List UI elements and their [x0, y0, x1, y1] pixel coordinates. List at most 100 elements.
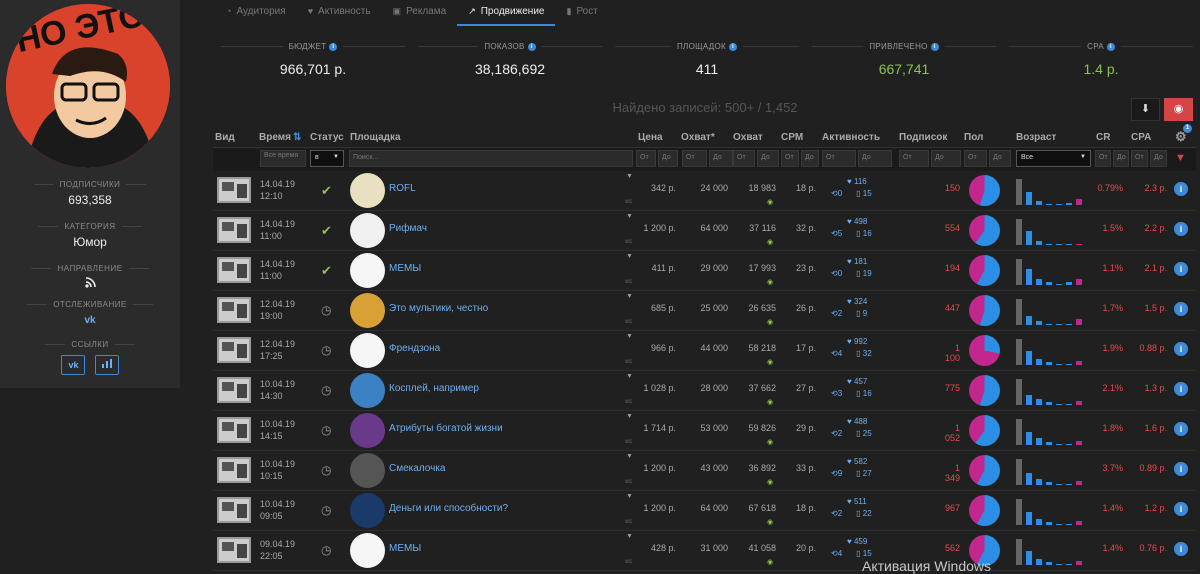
col-site[interactable]: Площадка	[350, 132, 401, 143]
cr-to[interactable]: До	[1113, 150, 1129, 167]
activity-from[interactable]: От	[822, 150, 856, 167]
tab-2[interactable]: ▣ Реклама	[382, 0, 458, 26]
post-preview[interactable]	[217, 377, 251, 403]
age-chart[interactable]	[1016, 376, 1090, 405]
col-cpa[interactable]: CPA	[1131, 132, 1152, 143]
table-row[interactable]: 14.04.19 11:00 ✔ Рифмач ▼ ᴡᴄ 1 200 р. 64 000 37 …	[213, 211, 1196, 251]
site-avatar[interactable]	[350, 453, 385, 488]
subs-to[interactable]: До	[931, 150, 961, 167]
post-preview[interactable]	[217, 497, 251, 523]
reset-filter-button[interactable]: ◉	[1164, 98, 1193, 121]
site-name-link[interactable]: МЕМЫ	[389, 543, 422, 554]
stats-link-button[interactable]	[94, 355, 119, 375]
info-icon[interactable]: i	[1174, 222, 1188, 236]
col-status[interactable]: Статус	[310, 132, 344, 143]
info-icon[interactable]: i	[1174, 342, 1188, 356]
post-preview[interactable]	[217, 257, 251, 283]
info-icon[interactable]: i	[1106, 42, 1115, 51]
gender-pie[interactable]	[969, 215, 1000, 246]
site-avatar[interactable]	[350, 253, 385, 288]
filter-icon[interactable]: ▼	[626, 493, 633, 500]
age-chart[interactable]	[1016, 456, 1090, 485]
price-from[interactable]: От	[636, 150, 656, 167]
gender-to[interactable]: До	[989, 150, 1011, 167]
download-button[interactable]: ⬇	[1131, 98, 1160, 121]
info-icon[interactable]: i	[930, 42, 939, 51]
filter-icon[interactable]: ▼	[626, 373, 633, 380]
age-chart[interactable]	[1016, 256, 1090, 285]
table-row[interactable]: 10.04.19 09:05 ◷ Деньги или способности? ▼ ᴡᴄ…	[213, 491, 1196, 531]
cpa-to[interactable]: До	[1150, 150, 1167, 167]
info-icon[interactable]: i	[729, 42, 738, 51]
col-gender[interactable]: Пол	[964, 132, 984, 143]
post-preview[interactable]	[217, 337, 251, 363]
table-row[interactable]: 10.04.19 14:30 ◷ Косплей, например ▼ ᴡᴄ 1 028 …	[213, 371, 1196, 411]
settings-icon[interactable]: ⚙	[1175, 129, 1187, 144]
table-row[interactable]: 14.04.19 11:00 ✔ МЕМЫ ▼ ᴡᴄ 411 р. 29 000 17 993 ◉…	[213, 251, 1196, 291]
table-row[interactable]: 12.04.19 17:25 ◷ Френдзона ▼ ᴡᴄ 966 р. 44 000 58…	[213, 331, 1196, 371]
col-view[interactable]: Вид	[215, 132, 235, 143]
col-activity[interactable]: Активность	[822, 132, 881, 143]
post-preview[interactable]	[217, 177, 251, 203]
age-chart[interactable]	[1016, 416, 1090, 445]
table-row[interactable]: 10.04.19 10:15 ◷ Смекалочка ▼ ᴡᴄ 1 200 р. 43 00…	[213, 451, 1196, 491]
site-name-link[interactable]: Косплей, например	[389, 383, 479, 394]
tab-4[interactable]: ▮ Рост	[555, 0, 608, 26]
site-name-link[interactable]: ROFL	[389, 183, 416, 194]
age-chart[interactable]	[1016, 176, 1090, 205]
info-icon[interactable]: i	[1174, 262, 1188, 276]
site-avatar[interactable]	[350, 173, 385, 208]
post-preview[interactable]	[217, 457, 251, 483]
site-avatar[interactable]	[350, 373, 385, 408]
reach-est-to[interactable]: До	[709, 150, 733, 167]
site-avatar[interactable]	[350, 493, 385, 528]
gender-pie[interactable]	[969, 455, 1000, 486]
info-icon[interactable]: i	[527, 42, 536, 51]
cr-from[interactable]: От	[1095, 150, 1111, 167]
info-icon[interactable]: i	[1174, 502, 1188, 516]
site-name-link[interactable]: Атрибуты богатой жизни	[389, 423, 503, 434]
table-row[interactable]: 10.04.19 14:15 ◷ Атрибуты богатой жизни ▼ ᴡᴄ 1…	[213, 411, 1196, 451]
age-filter[interactable]: Все ▼	[1016, 150, 1091, 167]
gender-pie[interactable]	[969, 255, 1000, 286]
info-icon[interactable]: i	[1174, 542, 1188, 556]
age-chart[interactable]	[1016, 336, 1090, 365]
table-row[interactable]: 14.04.19 12:10 ✔ ROFL ▼ ᴡᴄ 342 р. 24 000 18 983 ◉…	[213, 171, 1196, 211]
site-avatar[interactable]	[350, 413, 385, 448]
col-reach-est[interactable]: Охват*	[681, 132, 715, 143]
filter-icon[interactable]: ▼	[626, 533, 633, 540]
site-name-link[interactable]: Смекалочка	[389, 463, 446, 474]
age-chart[interactable]	[1016, 296, 1090, 325]
age-chart[interactable]	[1016, 216, 1090, 245]
gender-pie[interactable]	[969, 415, 1000, 446]
cpa-from[interactable]: От	[1131, 150, 1148, 167]
site-avatar[interactable]	[350, 333, 385, 368]
tab-1[interactable]: ♥ Активность	[297, 0, 382, 26]
info-icon[interactable]: i	[1174, 462, 1188, 476]
gender-pie[interactable]	[969, 335, 1000, 366]
col-subs[interactable]: Подписок	[899, 132, 948, 143]
filter-icon[interactable]: ▼	[626, 333, 633, 340]
sort-icon[interactable]: ⇅	[293, 132, 302, 143]
col-cr[interactable]: CR	[1096, 132, 1111, 143]
vk-icon[interactable]: vk	[84, 315, 96, 326]
post-preview[interactable]	[217, 297, 251, 323]
filter-icon[interactable]: ▼	[626, 413, 633, 420]
activity-to[interactable]: До	[858, 150, 892, 167]
tab-3[interactable]: ↗ Продвижение	[457, 0, 556, 26]
site-avatar[interactable]	[350, 533, 385, 568]
tab-0[interactable]: ◔ Аудитория	[215, 0, 297, 26]
table-row[interactable]: 09.04.19 22:05 ◷ МЕМЫ ▼ ᴡᴄ 428 р. 31 000 41 058 ◉…	[213, 531, 1196, 571]
site-name-link[interactable]: Френдзона	[389, 343, 441, 354]
info-icon[interactable]: i	[1174, 182, 1188, 196]
site-name-link[interactable]: МЕМЫ	[389, 263, 422, 274]
filter-icon[interactable]: ▼	[626, 213, 633, 220]
site-name-link[interactable]: Это мультики, честно	[389, 303, 489, 314]
post-preview[interactable]	[217, 537, 251, 563]
site-avatar[interactable]	[350, 293, 385, 328]
cpm-to[interactable]: До	[801, 150, 819, 167]
col-time[interactable]: Время	[259, 132, 291, 143]
table-row[interactable]: 12.04.19 19:00 ◷ Это мультики, честно ▼ ᴡᴄ 685…	[213, 291, 1196, 331]
info-icon[interactable]: i	[1174, 382, 1188, 396]
filter-clear-icon[interactable]: ▼	[1175, 152, 1186, 164]
